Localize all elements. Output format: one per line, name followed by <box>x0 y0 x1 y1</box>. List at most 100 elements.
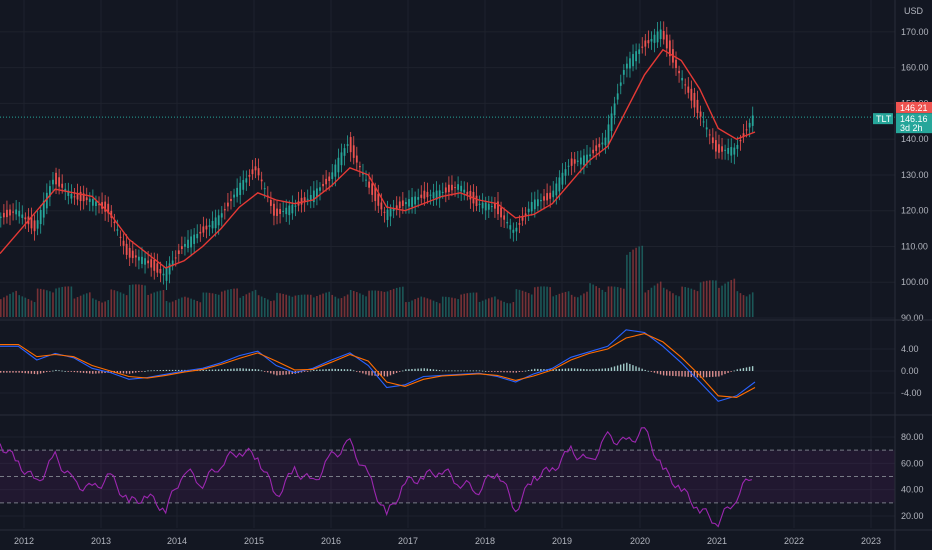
macd-histogram-bar <box>380 371 382 377</box>
macd-histogram-bar <box>306 371 309 372</box>
candle-body <box>165 267 168 281</box>
candle-body <box>257 168 260 176</box>
candle-body <box>733 147 736 155</box>
candle-body <box>718 144 720 153</box>
volume-bar <box>598 287 601 317</box>
macd-histogram-bar <box>742 368 745 371</box>
candle-body <box>521 216 524 221</box>
macd-histogram-bar <box>334 368 336 371</box>
macd-histogram-bar <box>438 370 441 371</box>
candle-body <box>39 209 42 225</box>
candle-body <box>589 154 591 157</box>
volume-bar <box>171 301 174 317</box>
macd-pane[interactable] <box>0 329 756 402</box>
volume-bar <box>402 286 404 317</box>
price-pane[interactable] <box>0 21 895 317</box>
macd-histogram-bar <box>24 371 26 374</box>
candle-body <box>503 215 506 220</box>
macd-histogram-bar <box>672 371 674 376</box>
macd-histogram-bar <box>632 365 634 371</box>
candle-body <box>724 149 727 151</box>
candle-body <box>484 202 487 211</box>
macd-histogram-bar <box>328 368 330 371</box>
candle-body <box>506 221 509 224</box>
symbol-tag <box>873 113 893 125</box>
macd-histogram-bar <box>681 371 683 377</box>
volume-bar <box>288 295 291 317</box>
candle-body <box>368 181 370 188</box>
macd-histogram-bar <box>104 371 106 374</box>
candle-body <box>171 260 174 267</box>
macd-histogram-bar <box>405 369 407 371</box>
volume-bar <box>85 293 88 317</box>
macd-histogram-bar <box>9 371 11 373</box>
time-tick-label: 2023 <box>861 536 881 546</box>
macd-histogram-bar <box>119 371 122 374</box>
volume-bar <box>236 288 238 317</box>
volume-bar <box>331 294 334 317</box>
candle-body <box>598 143 601 148</box>
volume-bar <box>340 298 343 317</box>
macd-histogram-bar <box>202 369 204 371</box>
candle-body <box>540 199 542 202</box>
volume-bar <box>623 288 625 317</box>
candle-body <box>751 115 754 126</box>
candle-body <box>610 113 613 131</box>
volume-bar <box>466 293 469 317</box>
volume-bar <box>751 292 754 317</box>
candle-body <box>18 210 21 217</box>
volume-bar <box>699 282 702 317</box>
macd-histogram-bar <box>303 371 306 372</box>
candle-body <box>45 192 48 209</box>
volume-bar <box>220 291 223 317</box>
candle-body <box>426 191 429 198</box>
candle-body <box>490 206 493 208</box>
candle-body <box>546 193 549 201</box>
macd-histogram-bar <box>435 369 438 371</box>
time-tick-label: 2017 <box>398 536 418 546</box>
candle-body <box>79 191 82 202</box>
currency-label[interactable]: USD <box>904 6 924 16</box>
candle-body <box>659 29 662 39</box>
macd-histogram-bar <box>254 369 257 371</box>
price-tick-label: 120.00 <box>901 206 929 216</box>
candle-body <box>558 177 561 192</box>
volume-bar <box>254 289 257 317</box>
volume-bar <box>337 298 340 317</box>
candle-body <box>131 250 134 259</box>
rsi-pane[interactable] <box>0 427 895 528</box>
candle-body <box>15 209 18 215</box>
volume-bar <box>441 296 444 317</box>
volume-bar <box>141 284 143 317</box>
volume-bar <box>429 299 432 317</box>
volume-bar <box>420 296 423 317</box>
macd-histogram-bar <box>122 371 125 374</box>
candle-body <box>478 203 481 205</box>
candle-body <box>662 30 665 40</box>
volume-bar <box>675 295 677 317</box>
candle-body <box>386 209 389 220</box>
candle-body <box>414 196 417 205</box>
macd-tick-label: -4.00 <box>901 388 922 398</box>
candle-body <box>420 194 423 198</box>
macd-histogram-bar <box>555 369 557 371</box>
volume-bar <box>530 294 533 317</box>
volume-bar <box>570 294 573 317</box>
macd-histogram-bar <box>101 371 103 374</box>
macd-histogram-bar <box>644 369 646 371</box>
volume-bar <box>190 298 192 317</box>
candle-body <box>604 137 607 146</box>
macd-histogram-bar <box>322 369 324 371</box>
candle-body <box>334 164 337 177</box>
volume-bar <box>61 286 63 317</box>
candle-body <box>273 203 275 216</box>
volume-bar <box>205 292 208 317</box>
macd-histogram-bar <box>613 366 616 371</box>
candle-body <box>67 190 70 196</box>
macd-histogram-bar <box>745 367 748 371</box>
macd-histogram-bar <box>214 369 217 371</box>
candle-body <box>187 239 189 249</box>
macd-histogram-bar <box>15 371 17 373</box>
